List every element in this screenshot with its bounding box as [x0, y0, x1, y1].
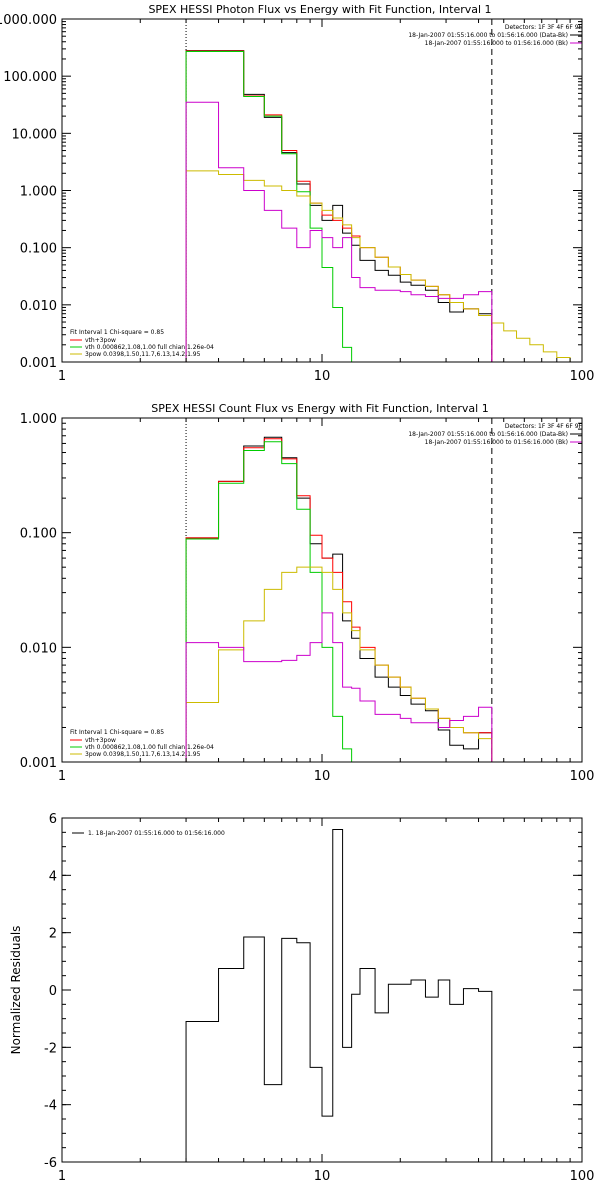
photon-y-tick-label: 100.000: [3, 70, 57, 85]
photon-flux-panel: SPEX HESSI Photon Flux vs Energy with Fi…: [0, 3, 594, 384]
photon-series-bk: [185, 101, 493, 362]
count-fit-vth3pow: vth+3pow: [85, 737, 116, 744]
count-series-vth: [185, 441, 353, 762]
residuals-x-tick-label: 1: [58, 1169, 66, 1184]
count-y-tick-label: 1.000: [20, 412, 57, 427]
count-fit-header: Fit Interval 1 Chi-square = 0.85: [70, 729, 164, 736]
photon-legend-bottom: Fit Interval 1 Chi-square = 0.85 vth+3po…: [70, 329, 214, 358]
photon-legend-top: Detectors: 1F 3F 4F 6F 9F 18-Jan-2007 01…: [408, 24, 582, 47]
photon-legend-header: Detectors: 1F 3F 4F 6F 9F: [505, 24, 583, 31]
photon-x-tick-label: 100: [570, 369, 595, 384]
residuals-x-tick-label: 100: [570, 1169, 595, 1184]
photon-series-vth: [185, 51, 353, 362]
photon-chart-title: SPEX HESSI Photon Flux vs Energy with Fi…: [148, 3, 491, 16]
count-y-tick-label: 0.010: [20, 641, 57, 656]
photon-y-tick-label: 0.001: [20, 356, 57, 371]
residuals-y-tick-label: -4: [44, 1099, 57, 1114]
photon-x-tick-label: 10: [314, 369, 331, 384]
count-fit-vth: vth 0.000862,1.08,1.00 full chian 1.26e-…: [85, 744, 214, 751]
count-legend-bk: 18-Jan-2007 01:55:16.000 to 01:56:16.000…: [425, 439, 568, 446]
count-series-bk: [185, 612, 493, 762]
count-series-3pow: [185, 566, 505, 762]
count-legend-header: Detectors: 1F 3F 4F 6F 9F: [505, 423, 583, 430]
photon-fit-3pow: 3pow 0.0398,1.50,11.7,6.13,14.2,1.95: [85, 351, 201, 358]
count-legend-top: Detectors: 1F 3F 4F 6F 9F 18-Jan-2007 01…: [408, 423, 582, 446]
residuals-legend: 1. 18-Jan-2007 01:55:16.000 to 01:56:16.…: [72, 830, 225, 837]
photon-fit-vth3pow: vth+3pow: [85, 337, 116, 344]
count-y-tick-label: 0.100: [20, 527, 57, 542]
count-chart-title: SPEX HESSI Count Flux vs Energy with Fit…: [151, 402, 488, 415]
photon-fit-header: Fit Interval 1 Chi-square = 0.85: [70, 329, 164, 336]
count-legend-data-bk: 18-Jan-2007 01:55:16.000 to 01:56:16.000…: [408, 431, 568, 438]
residuals-panel: Normalized Residuals 1. 18-Jan-2007 01:5…: [9, 812, 594, 1184]
residuals-ylabel: Normalized Residuals: [9, 926, 23, 1055]
residuals-y-tick-label: -6: [44, 1156, 57, 1171]
count-y-tick-label: 0.001: [20, 756, 57, 771]
photon-y-tick-label: 0.100: [20, 242, 57, 257]
photon-y-tick-label: 0.010: [20, 299, 57, 314]
photon-fit-vth: vth 0.000862,1.08,1.00 full chian 1.26e-…: [85, 344, 214, 351]
count-x-tick-label: 10: [314, 769, 331, 784]
photon-series-3pow: [185, 170, 582, 362]
photon-plot-frame: [61, 18, 583, 363]
residuals-legend-label: 1. 18-Jan-2007 01:55:16.000 to 01:56:16.…: [88, 830, 225, 837]
count-x-tick-label: 1: [58, 769, 66, 784]
photon-legend-bk: 18-Jan-2007 01:55:16.000 to 01:56:16.000…: [425, 40, 568, 47]
count-x-tick-label: 100: [570, 769, 595, 784]
photon-y-tick-label: 1000.000: [0, 13, 57, 28]
photon-x-tick-label: 1: [58, 369, 66, 384]
residuals-y-tick-label: -2: [44, 1041, 57, 1056]
photon-series-data-bk: [185, 50, 493, 362]
photon-y-tick-label: 10.000: [12, 127, 58, 142]
photon-legend-data-bk: 18-Jan-2007 01:55:16.000 to 01:56:16.000…: [408, 32, 568, 39]
residuals-y-tick-label: 6: [49, 812, 57, 827]
photon-series-vth-3pow: [185, 50, 493, 362]
count-series-data-bk: [185, 436, 493, 762]
count-flux-panel: SPEX HESSI Count Flux vs Energy with Fit…: [20, 402, 595, 784]
residuals-y-tick-label: 0: [49, 984, 57, 999]
count-legend-bottom: Fit Interval 1 Chi-square = 0.85 vth+3po…: [70, 729, 214, 758]
residuals-y-tick-label: 2: [49, 927, 57, 942]
photon-y-tick-label: 1.000: [20, 185, 57, 200]
residuals-y-tick-label: 4: [49, 869, 57, 884]
residuals-series-residual: [185, 828, 493, 1162]
residuals-x-tick-label: 10: [314, 1169, 331, 1184]
count-series-vth-3pow: [185, 438, 493, 762]
count-fit-3pow: 3pow 0.0398,1.50,11.7,6.13,14.2,1.95: [85, 751, 201, 758]
